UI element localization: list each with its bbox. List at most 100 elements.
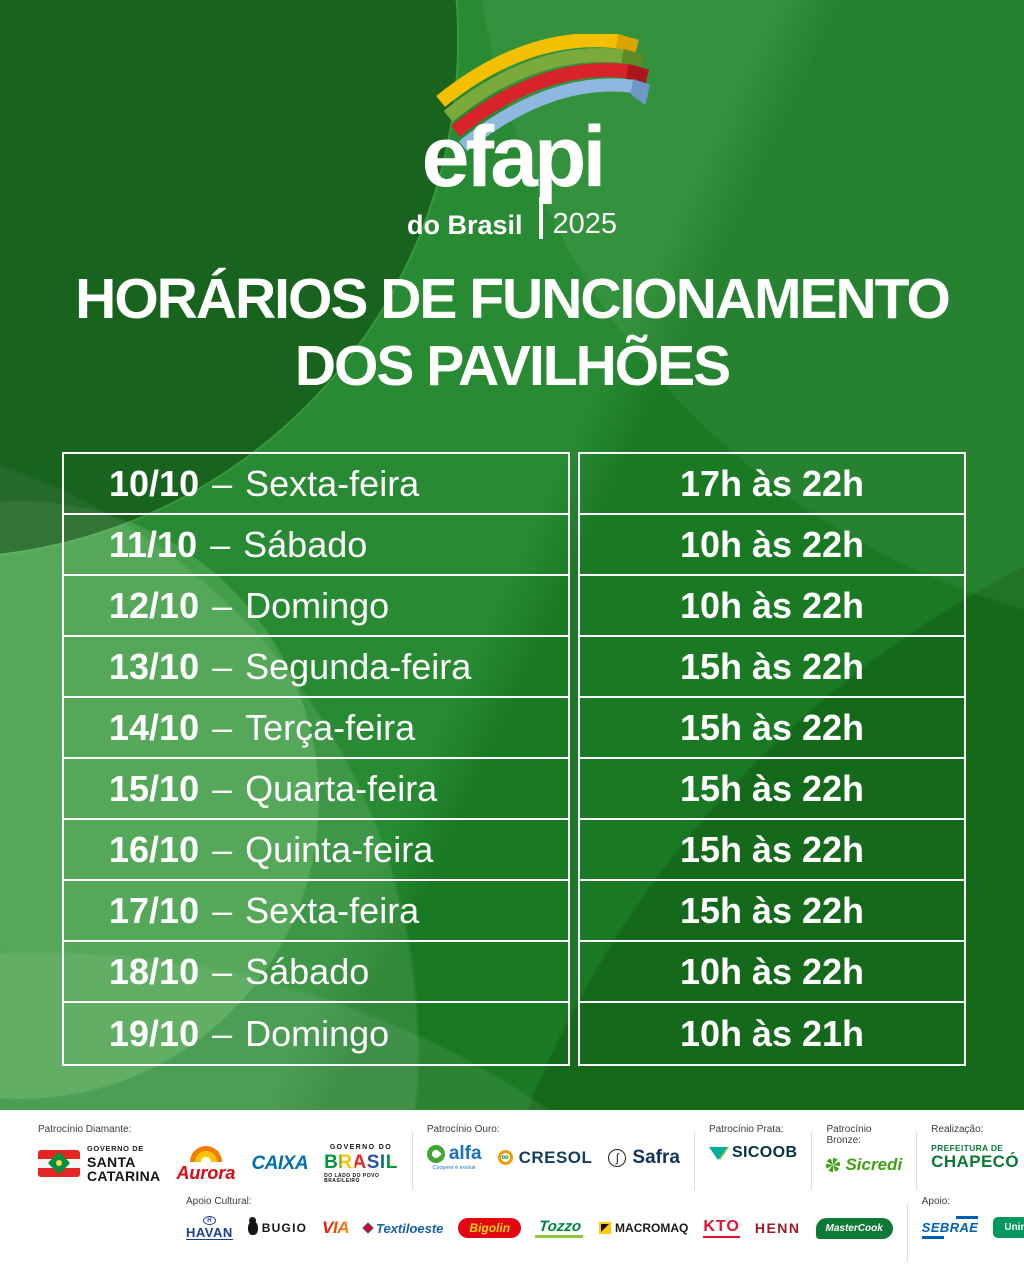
title-line-1: HORÁRIOS DE FUNCIONAMENTO	[75, 267, 951, 331]
schedule-date: 14/10	[109, 706, 200, 748]
schedule-separator: –	[212, 706, 233, 748]
safra-emblem-icon	[608, 1148, 627, 1167]
schedule-row: 15/10– Quarta-feira	[64, 759, 568, 820]
schedule-row: 14/10– Terça-feira	[64, 698, 568, 759]
sebrae-bar-icon	[921, 1236, 944, 1239]
section-patrocinio-bronze: Patrocínio Bronze: Sicredi	[826, 1124, 902, 1175]
sponsor-logo-governo-do-brasil: GOVERNO DO BRASIL DO LADO DO POVO BRASIL…	[324, 1144, 398, 1184]
section-divider	[906, 1204, 908, 1262]
schedule-separator: –	[212, 462, 233, 504]
schedule-separator: –	[212, 767, 233, 809]
section-divider	[411, 1132, 413, 1190]
sponsor-logo-governo-santa-catarina: GOVERNO DE SANTA CATARINA	[38, 1145, 160, 1183]
schedule-separator: –	[212, 1012, 233, 1054]
efapi-ribbons-icon	[435, 34, 650, 152]
schedule-day: Sexta-feira	[245, 462, 420, 504]
schedule-day: Segunda-feira	[245, 645, 472, 687]
sponsor-logo-sicoob: SICOOB	[708, 1144, 798, 1162]
schedule-date: 17/10	[109, 889, 200, 931]
santa-catarina-flag-icon	[38, 1150, 80, 1178]
sponsor-text: Aurora	[176, 1163, 236, 1183]
schedule-day: Quarta-feira	[245, 767, 438, 809]
section-realizacao: Realização: PREFEITURA DE CHAPECÓ	[931, 1124, 1024, 1171]
schedule-date: 18/10	[109, 950, 200, 992]
page-title: HORÁRIOS DE FUNCIONAMENTO DOS PAVILHÕES	[0, 266, 1024, 401]
sponsor-logo-mastercook: MasterCook	[815, 1217, 893, 1239]
sponsor-logo-sicredi: Sicredi	[826, 1155, 902, 1175]
sponsor-text: Coopere é evoluir	[432, 1165, 476, 1171]
sponsor-text: DO LADO DO POVO BRASILEIRO	[324, 1173, 380, 1184]
sponsors-row-2: Apoio Cultural: HAVAN BUGIO VIA Textiloe…	[0, 1190, 1024, 1262]
schedule-tables: 10/10– Sexta-feira 11/10– Sábado 12/10– Dom…	[62, 452, 966, 1066]
sponsor-logo-safra: Safra	[608, 1147, 680, 1169]
schedule-row: 12/10– Domingo	[64, 576, 568, 637]
sponsor-text: Sicredi	[845, 1155, 903, 1174]
sponsor-logo-sebrae: SEBRAE	[921, 1216, 979, 1239]
textiloeste-compass-icon	[362, 1222, 374, 1234]
schedule-hours: 10h às 22h	[580, 515, 964, 576]
schedule-row: 10/10– Sexta-feira	[64, 454, 568, 515]
schedule-day: Domingo	[245, 584, 390, 626]
schedule-day: Terça-feira	[245, 706, 416, 748]
schedule-hours: 10h às 22h	[580, 942, 964, 1003]
sponsor-text: CRESOL	[518, 1147, 593, 1167]
sponsor-text: HAVAN	[186, 1225, 233, 1240]
sponsor-text: BUGIO	[261, 1221, 308, 1235]
schedule-date: 10/10	[109, 462, 200, 504]
sponsor-logo-textiloeste: Textiloeste	[362, 1220, 444, 1236]
sponsor-text: Safra	[632, 1146, 680, 1168]
sponsor-logo-caixa: CAIXA	[251, 1153, 309, 1174]
section-divider	[916, 1132, 918, 1190]
section-patrocinio-diamante: Patrocínio Diamante: GOVERNO DE SANTA CA…	[38, 1124, 398, 1184]
logo-divider-bar	[538, 197, 543, 240]
havan-h-icon	[202, 1216, 216, 1225]
section-patrocinio-prata: Patrocínio Prata: SICOOB	[708, 1124, 798, 1162]
sponsor-text: CHAPECÓ	[931, 1151, 1019, 1171]
aurora-sun-icon	[189, 1146, 222, 1162]
schedule-day: Sábado	[245, 950, 370, 992]
sponsor-logo-prefeitura-chapeco: PREFEITURA DE CHAPECÓ	[931, 1144, 1024, 1171]
schedule-separator: –	[212, 584, 233, 626]
schedule-hours: 10h às 22h	[580, 576, 964, 637]
schedule-row: 18/10– Sábado	[64, 942, 568, 1003]
sponsor-logo-bigolin: Bigolin	[458, 1218, 522, 1238]
sponsor-text: GOVERNO DO	[329, 1144, 393, 1151]
schedule-row: 11/10– Sábado	[64, 515, 568, 576]
schedule-day: Sexta-feira	[245, 889, 420, 931]
cresol-ring-icon	[497, 1150, 513, 1166]
sponsor-logo-alfa: alfa Coopere é evoluir	[426, 1143, 482, 1172]
sponsor-logo-henn: HENN	[754, 1220, 801, 1236]
section-label: Patrocínio Ouro:	[426, 1124, 500, 1135]
sicredi-pinwheel-icon	[826, 1158, 841, 1172]
sponsor-logo-macromaq: MACROMAQ	[599, 1221, 688, 1235]
section-divider	[811, 1132, 813, 1190]
sponsor-text: Textiloeste	[375, 1220, 444, 1236]
sponsors-footer: Patrocínio Diamante: GOVERNO DE SANTA CA…	[0, 1110, 1024, 1280]
schedule-separator: –	[212, 828, 233, 870]
schedule-row: 16/10– Quinta-feira	[64, 820, 568, 881]
schedule-hours: 15h às 22h	[580, 759, 964, 820]
schedule-hours-table: 17h às 22h 10h às 22h 10h às 22h 15h às …	[578, 452, 966, 1066]
schedule-row: 19/10– Domingo	[64, 1003, 568, 1064]
schedule-hours: 15h às 22h	[580, 881, 964, 942]
sebrae-bar-icon	[956, 1216, 979, 1219]
bugio-monkey-icon	[247, 1217, 258, 1235]
sponsor-text: SEBRAE	[921, 1220, 979, 1235]
sponsor-text: SICOOB	[731, 1144, 798, 1161]
macromaq-square-icon	[599, 1222, 612, 1234]
schedule-date: 12/10	[109, 584, 200, 626]
section-divider	[693, 1132, 695, 1190]
schedule-row: 13/10– Segunda-feira	[64, 637, 568, 698]
sponsor-logo-via: VIA	[322, 1218, 349, 1237]
schedule-row: 17/10– Sexta-feira	[64, 881, 568, 942]
schedule-hours: 15h às 22h	[580, 820, 964, 881]
schedule-days-table: 10/10– Sexta-feira 11/10– Sábado 12/10– Dom…	[62, 452, 570, 1066]
sponsor-text: CATARINA	[87, 1167, 161, 1184]
sponsor-text: alfa	[448, 1143, 482, 1164]
sicoob-v-icon	[708, 1146, 727, 1160]
schedule-date: 16/10	[109, 828, 200, 870]
section-label: Apoio Cultural:	[186, 1196, 252, 1207]
sponsor-logo-kto: KTO	[703, 1218, 740, 1238]
schedule-hours: 15h às 22h	[580, 698, 964, 759]
